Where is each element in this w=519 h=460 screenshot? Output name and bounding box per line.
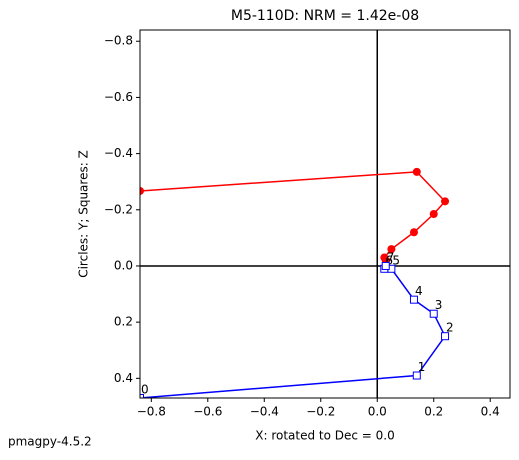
point bbox=[412, 167, 421, 176]
y-tick-label: 0.2 bbox=[114, 315, 133, 329]
point bbox=[140, 394, 144, 398]
point-label: 1 bbox=[418, 360, 426, 374]
plot-frame bbox=[139, 29, 511, 399]
y-tick-label: −0.4 bbox=[104, 146, 133, 160]
y-tick-label: −0.8 bbox=[104, 34, 133, 48]
point-label: 0 bbox=[141, 383, 149, 397]
y-tick-label: 0.4 bbox=[114, 371, 133, 385]
point-label: 2 bbox=[446, 321, 454, 335]
point bbox=[429, 309, 438, 318]
point bbox=[412, 371, 421, 380]
x-tick-label: 0.4 bbox=[481, 405, 500, 419]
point bbox=[409, 295, 418, 304]
x-tick-label: −0.4 bbox=[250, 405, 279, 419]
point-label: 7 bbox=[387, 250, 395, 264]
x-tick-label: −0.8 bbox=[137, 405, 166, 419]
y-tick-label: 0.0 bbox=[114, 258, 133, 272]
point bbox=[387, 245, 396, 254]
x-tick-label: −0.2 bbox=[306, 405, 335, 419]
plot-area bbox=[140, 30, 510, 398]
point bbox=[140, 186, 144, 195]
plot: 0 1 234 567 bbox=[140, 30, 510, 398]
x-tick-label: −0.6 bbox=[193, 405, 222, 419]
point-label: 3 bbox=[435, 298, 443, 312]
point bbox=[441, 332, 450, 341]
point-label: 5 bbox=[392, 253, 400, 267]
footer: pmagpy-4.5.2 bbox=[8, 435, 92, 449]
y-axis-label: Circles: Y; Squares: Z bbox=[77, 150, 91, 278]
chart-title: M5-110D: NRM = 1.42e-08 bbox=[231, 8, 419, 24]
y-tick-label: −0.2 bbox=[104, 202, 133, 216]
point-label: 4 bbox=[415, 284, 423, 298]
point bbox=[409, 228, 418, 237]
point bbox=[441, 197, 450, 206]
x-tick-label: 0.2 bbox=[424, 405, 443, 419]
x-axis-label: X: rotated to Dec = 0.0 bbox=[255, 429, 395, 443]
x-tick-label: 0.0 bbox=[368, 405, 387, 419]
point bbox=[381, 261, 390, 270]
y-tick-label: −0.6 bbox=[104, 90, 133, 104]
point-label: 6 bbox=[385, 253, 393, 267]
point bbox=[429, 210, 438, 218]
